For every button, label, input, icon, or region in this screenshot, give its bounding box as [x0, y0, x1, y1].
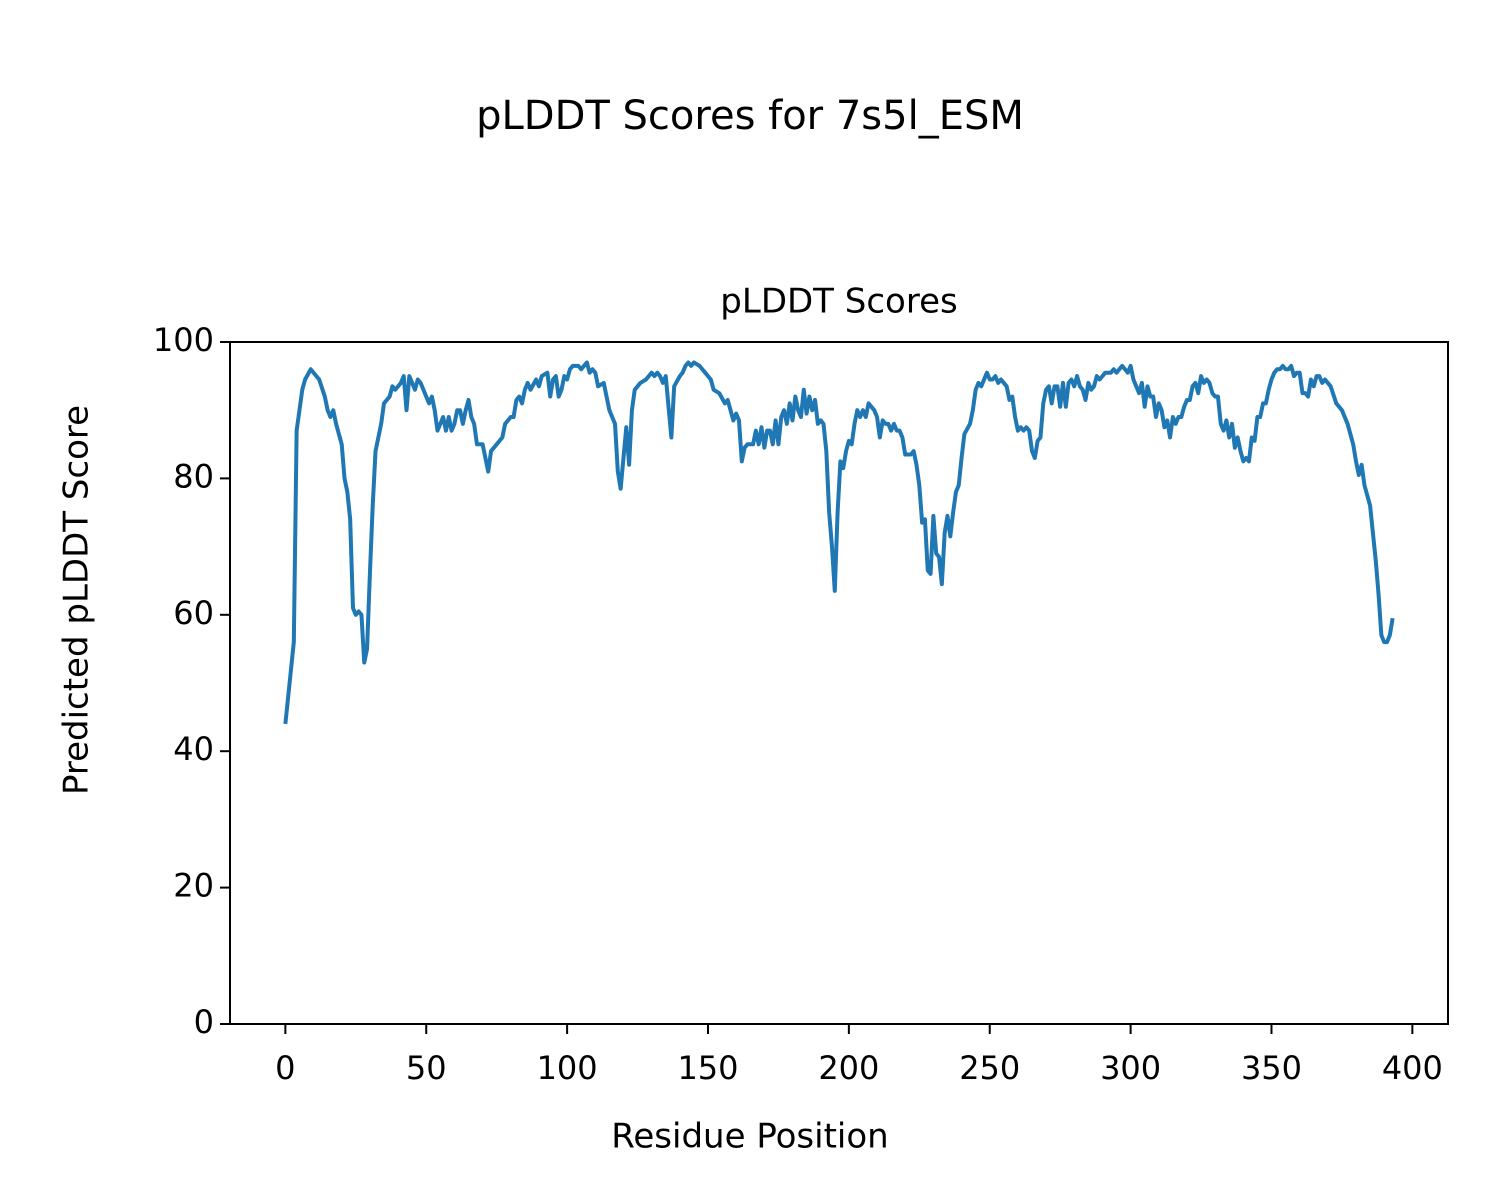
x-tick-label: 250 [959, 1049, 1020, 1087]
x-tick-label: 200 [818, 1049, 879, 1087]
data-line [283, 360, 1395, 725]
y-axis-label: Predicted pLDDT Score [57, 405, 97, 795]
y-tick-label: 100 [153, 321, 214, 359]
x-tick-label: 50 [406, 1049, 447, 1087]
x-tick-label: 150 [677, 1049, 738, 1087]
y-tick-label: 40 [173, 730, 214, 768]
chart-title: pLDDT Scores for 7s5l_ESM [476, 93, 1024, 139]
x-axis-label: Residue Position [611, 1117, 888, 1157]
chart-subtitle: pLDDT Scores [720, 282, 957, 322]
x-tick-label: 100 [537, 1049, 598, 1087]
y-tick-label: 80 [173, 457, 214, 495]
y-tick-label: 20 [173, 867, 214, 905]
y-tick-label: 60 [173, 594, 214, 632]
y-tick-label: 0 [194, 1003, 214, 1041]
plot-frame [229, 341, 1449, 1025]
x-tick-label: 350 [1241, 1049, 1302, 1087]
x-tick-label: 300 [1100, 1049, 1161, 1087]
x-tick-label: 0 [275, 1049, 295, 1087]
x-tick-label: 400 [1382, 1049, 1443, 1087]
